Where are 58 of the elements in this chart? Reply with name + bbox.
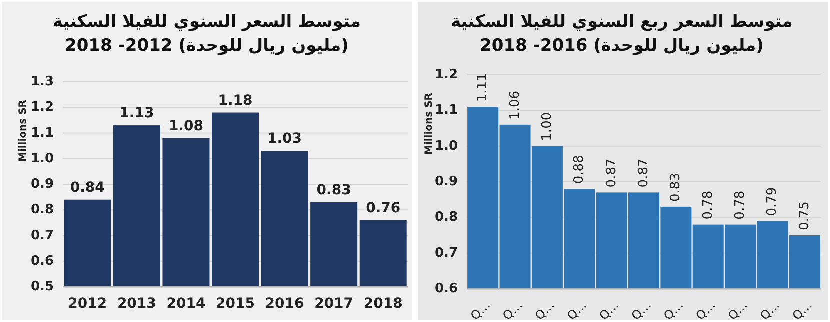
y-tick-label: 0.7 — [434, 246, 458, 261]
data-label: 0.78 — [733, 190, 748, 220]
data-label: 1.18 — [218, 92, 253, 109]
data-label: 1.13 — [120, 106, 154, 122]
y-tick-label: 1.2 — [434, 68, 458, 82]
x-tick-label: Q… — [500, 298, 526, 322]
data-label: 0.83 — [668, 173, 684, 202]
x-tick-label: 2018 — [364, 296, 403, 312]
data-label: 0.75 — [797, 202, 812, 230]
data-label: 0.87 — [604, 158, 620, 188]
y-tick-label: 0.5 — [30, 280, 54, 294]
y-tick-label: 0.6 — [30, 254, 54, 269]
x-tick-label: 2016 — [265, 296, 304, 312]
y-tick-label: 1.1 — [30, 126, 54, 141]
data-label: 0.84 — [70, 180, 106, 196]
data-label: 0.76 — [366, 200, 401, 216]
x-tick-label: Q… — [693, 298, 718, 322]
chart-title: متوسط السعر ربع السنوي للفيلا السكنية — [451, 12, 793, 32]
y-tick-label: 0.6 — [434, 282, 458, 296]
x-tick-label: 2013 — [117, 296, 156, 312]
x-tick-label: 2015 — [216, 296, 255, 312]
x-tick-label: Q… — [564, 298, 590, 322]
chart-subtitle: (مليون ريال للوحدة) 2016- 2018 — [480, 36, 764, 56]
data-label: 1.00 — [540, 112, 555, 142]
y-tick-label: 1.2 — [30, 100, 54, 116]
x-tick-label: Q… — [532, 298, 558, 322]
y-tick-label: 0.7 — [30, 228, 54, 244]
x-tick-label: Q… — [468, 298, 494, 322]
x-tick-label: Q… — [790, 298, 815, 322]
x-tick-label: Q… — [596, 298, 622, 322]
x-tick-label: 2014 — [166, 296, 206, 312]
x-tick-label: Q… — [725, 298, 750, 322]
y-tick-label: 0.8 — [434, 210, 458, 226]
data-label: 0.87 — [636, 158, 652, 188]
x-tick-label: Q… — [628, 298, 654, 322]
y-tick-label: 1.1 — [434, 103, 458, 118]
x-tick-label: 2012 — [68, 296, 108, 312]
y-tick-label: 1.0 — [30, 151, 54, 166]
data-label: 0.83 — [316, 182, 352, 198]
data-label: 0.78 — [700, 190, 716, 220]
y-axis-title: Millions SR — [18, 100, 29, 162]
chart-subtitle: (مليون ريال للوحدة) 2012- 2018 — [65, 36, 349, 56]
x-tick-label: Q… — [661, 298, 686, 322]
data-label: 1.11 — [476, 73, 491, 102]
x-tick-label: 2017 — [314, 296, 354, 312]
y-tick-label: 0.9 — [434, 174, 458, 190]
y-axis-title: Millions SR — [424, 92, 435, 155]
y-tick-label: 1.0 — [434, 138, 458, 154]
data-label: 1.06 — [508, 90, 523, 120]
data-label: 1.03 — [268, 131, 302, 148]
data-label: 0.88 — [572, 155, 588, 184]
y-tick-label: 0.8 — [30, 202, 54, 218]
x-tick-label: Q… — [758, 298, 783, 322]
data-label: 1.08 — [168, 118, 204, 134]
y-tick-label: 1.3 — [30, 74, 54, 90]
data-label: 0.79 — [765, 187, 780, 216]
chart-title: متوسط السعر السنوي للفيلا السكنية — [52, 12, 362, 32]
y-tick-label: 0.9 — [30, 177, 54, 192]
